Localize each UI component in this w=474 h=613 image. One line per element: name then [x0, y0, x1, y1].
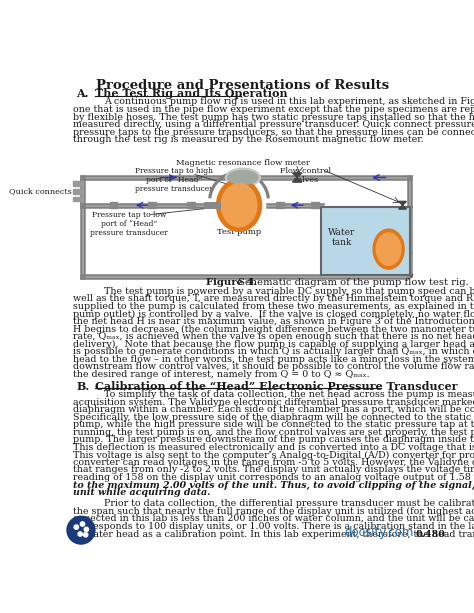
- Text: Flow
pump: Flow pump: [376, 240, 401, 257]
- Text: Test pump: Test pump: [217, 227, 261, 235]
- Text: the net head H is near its maximum value, as shown in Figure 3 of the Introducti: the net head H is near its maximum value…: [73, 317, 474, 326]
- Text: supplied to the pump is calculated from these two measurements, as explained in : supplied to the pump is calculated from …: [73, 302, 474, 311]
- Text: of water head as a calibration point. In this lab experiment, therefore, the hea: of water head as a calibration point. In…: [73, 530, 474, 539]
- FancyBboxPatch shape: [73, 197, 81, 202]
- Text: The test pump is powered by a variable DC supply, so that pump speed can be vari: The test pump is powered by a variable D…: [104, 287, 474, 296]
- Text: reading of 158 on the display unit corresponds to an analog voltage output of 1.: reading of 158 on the display unit corre…: [73, 473, 474, 482]
- Text: Magnetic resonance flow meter: Magnetic resonance flow meter: [176, 159, 310, 167]
- Bar: [109, 202, 118, 208]
- Circle shape: [80, 522, 85, 526]
- Text: expected in this lab is less than 200 inches of water column, and the unit will : expected in this lab is less than 200 in…: [73, 514, 474, 524]
- Ellipse shape: [221, 184, 257, 227]
- Text: acquisition system. The Validyne electronic differential pressure transducer mar: acquisition system. The Validyne electro…: [73, 398, 474, 407]
- Text: well as the shaft torque, T, are measured directly by the Himmelstein torque and: well as the shaft torque, T, are measure…: [73, 294, 474, 303]
- Text: running, the test pump is on, and the flow control valves are set properly, the : running, the test pump is on, and the fl…: [73, 428, 474, 436]
- Ellipse shape: [373, 229, 404, 269]
- Text: corresponds to 100 display units, or 1.00 volts. There is a calibration stand in: corresponds to 100 display units, or 1.0…: [73, 522, 474, 531]
- Ellipse shape: [217, 179, 262, 232]
- Text: measured directly, using a differential pressure transducer. Quick connect press: measured directly, using a differential …: [73, 120, 474, 129]
- Bar: [148, 202, 156, 208]
- Text: Schematic diagram of the pump flow test rig.: Schematic diagram of the pump flow test …: [235, 278, 469, 287]
- Text: Procedure and Presentations of Results: Procedure and Presentations of Results: [96, 79, 390, 92]
- Text: B.: B.: [76, 381, 90, 392]
- Text: To simplify the task of data collection, the net head across the pump is measure: To simplify the task of data collection,…: [104, 390, 474, 399]
- Text: head to the flow – in other words, the test pump acts like a minor loss in the s: head to the flow – in other words, the t…: [73, 355, 474, 364]
- Polygon shape: [399, 202, 406, 205]
- Text: diaphragm within a chamber. Each side of the chamber has a port, which will be c: diaphragm within a chamber. Each side of…: [73, 405, 474, 414]
- Text: Quick connects: Quick connects: [9, 188, 72, 196]
- Text: delivery).  Note that because the flow pump is capable of supplying a larger hea: delivery). Note that because the flow pu…: [73, 340, 474, 349]
- Text: Water
tank: Water tank: [328, 228, 356, 247]
- Bar: [187, 202, 195, 208]
- Circle shape: [84, 527, 89, 531]
- FancyBboxPatch shape: [73, 189, 81, 194]
- Polygon shape: [292, 173, 302, 178]
- Text: downstream flow control valves, it should be possible to control the volume flow: downstream flow control valves, it shoul…: [73, 362, 474, 371]
- Text: is possible to generate conditions in which Q is actually larger than Qₘₐₓ, in w: is possible to generate conditions in wh…: [73, 347, 474, 356]
- Text: unit while acquiring data.: unit while acquiring data.: [73, 488, 210, 497]
- Bar: [276, 202, 284, 208]
- Text: the desired range of interest, namely from Q = 0 to Q ≈ Qₘₐₓ.: the desired range of interest, namely fr…: [73, 370, 370, 379]
- Circle shape: [78, 532, 82, 536]
- Text: pressure taps to the pressure transducers, so that the pressure lines can be con: pressure taps to the pressure transducer…: [73, 128, 474, 137]
- Bar: [311, 202, 319, 208]
- Text: 0.480: 0.480: [416, 530, 446, 539]
- Text: Pressure tap to low
port of “Head”
pressure transducer: Pressure tap to low port of “Head” press…: [90, 211, 168, 237]
- Text: that ranges from only -2 to 2 volts. The display unit actually displays the volt: that ranges from only -2 to 2 volts. The…: [73, 465, 474, 474]
- Polygon shape: [292, 178, 302, 182]
- Polygon shape: [399, 205, 406, 209]
- Text: converter can read voltages in the range from -5 to 5 volts. However, the Validy: converter can read voltages in the range…: [73, 458, 474, 467]
- Text: to the maximum 2.00 volts of the unit. Thus, to avoid clipping of the signal, ne: to the maximum 2.00 volts of the unit. T…: [73, 481, 474, 490]
- Text: Calibration of the “Head” Electronic Pressure Transducer: Calibration of the “Head” Electronic Pre…: [95, 381, 457, 392]
- Text: one that is used in the pipe flow experiment except that the pipe specimens are : one that is used in the pipe flow experi…: [73, 105, 474, 114]
- Circle shape: [83, 533, 88, 537]
- Text: pump, while the high pressure side will be connected to the static pressure tap : pump, while the high pressure side will …: [73, 421, 474, 429]
- FancyBboxPatch shape: [73, 181, 81, 186]
- Circle shape: [67, 516, 95, 544]
- Circle shape: [74, 525, 79, 529]
- Text: Specifically, the low pressure side of the diaphragm will be connected to the st: Specifically, the low pressure side of t…: [73, 413, 474, 422]
- Text: This voltage is also sent to the computer’s Analog-to-Digital (A/D) converter fo: This voltage is also sent to the compute…: [73, 451, 474, 460]
- Text: Pressure tap to high
port of “Head”
pressure transducer: Pressure tap to high port of “Head” pres…: [135, 167, 213, 193]
- Text: docsity.com: docsity.com: [345, 527, 414, 539]
- Text: H begins to decrease, (the column height difference between the two manometer tu: H begins to decrease, (the column height…: [73, 324, 474, 333]
- Bar: [321, 207, 410, 275]
- Bar: [321, 207, 410, 275]
- Text: pump. The larger pressure downstream of the pump causes the diaphragm inside the: pump. The larger pressure downstream of …: [73, 435, 474, 444]
- Text: Prior to data collection, the differential pressure transducer must be calibrate: Prior to data collection, the differenti…: [104, 500, 474, 508]
- Text: Flow control
valves: Flow control valves: [280, 167, 331, 184]
- Text: through the test rig is measured by the Rosemount magnetic flow meter.: through the test rig is measured by the …: [73, 135, 424, 144]
- Text: A.: A.: [76, 88, 89, 99]
- Text: The Test Rig and Its Operation: The Test Rig and Its Operation: [95, 88, 288, 99]
- Text: pump outlet) is controlled by a valve.  If the valve is closed completely, no wa: pump outlet) is controlled by a valve. I…: [73, 310, 474, 319]
- Text: the span such that nearly the full range of the display unit is utilized (for hi: the span such that nearly the full range…: [73, 507, 474, 516]
- Text: This deflection is measured electronically and is converted into a DC voltage th: This deflection is measured electronical…: [73, 443, 474, 452]
- Text: A continuous pump flow rig is used in this lab experiment, as sketched in Figure: A continuous pump flow rig is used in th…: [104, 97, 474, 107]
- Text: by flexible hoses. The test pump has two static pressure taps installed so that : by flexible hoses. The test pump has two…: [73, 113, 474, 121]
- Ellipse shape: [228, 170, 258, 185]
- Ellipse shape: [376, 233, 401, 265]
- Text: rate, Qₘₐₓ, is achieved when the valve is open enough such that there is no net : rate, Qₘₐₓ, is achieved when the valve i…: [73, 332, 474, 341]
- Text: Figure 4.: Figure 4.: [206, 278, 257, 287]
- Ellipse shape: [226, 169, 260, 187]
